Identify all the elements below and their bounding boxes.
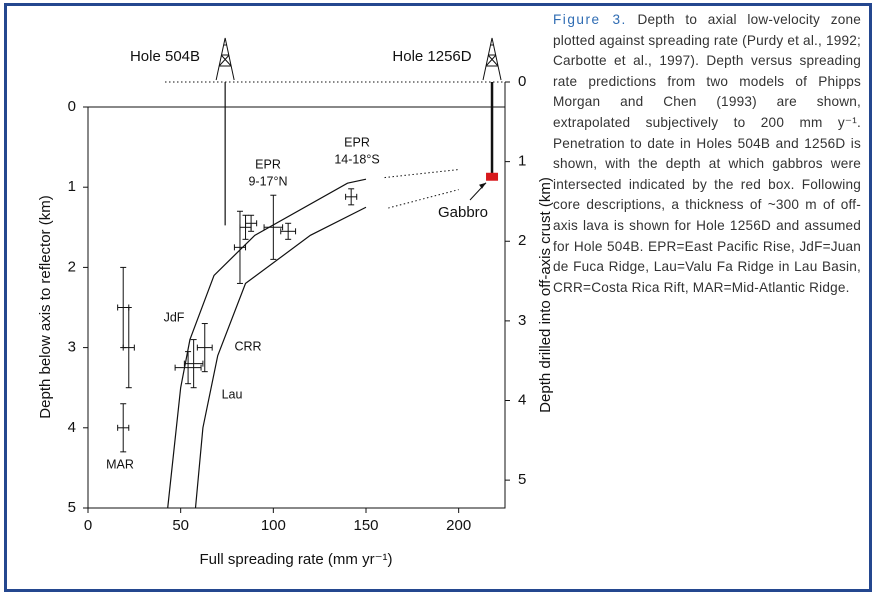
- annotation: 9-17°N: [248, 174, 287, 188]
- y2-tick-label: 1: [518, 153, 526, 170]
- data-point: [183, 339, 204, 389]
- data-point: [122, 307, 135, 389]
- y2-tick-label: 4: [518, 391, 526, 408]
- gabbro-label: Gabbro: [438, 204, 488, 221]
- data-point: [239, 214, 252, 240]
- model-curve: [167, 178, 367, 509]
- y-tick-label: 4: [68, 419, 76, 436]
- y2-tick-label: 3: [518, 312, 526, 329]
- extrapolation: [388, 189, 459, 209]
- caption: Figure 3. Depth to axial low-velocity zo…: [553, 10, 861, 298]
- annotation: EPR: [255, 157, 281, 171]
- plot-frame: [87, 106, 506, 509]
- y-tick-label: 0: [68, 98, 76, 115]
- data-point: [263, 194, 284, 260]
- x-tick-label: 200: [446, 517, 471, 534]
- data-point: [245, 214, 258, 232]
- annotation: EPR: [344, 135, 370, 149]
- data-point: [174, 351, 202, 385]
- y-tick-label: 5: [68, 499, 76, 516]
- annotation: Lau: [222, 387, 243, 401]
- derrick-icon: [215, 37, 235, 81]
- x-axis-label: Full spreading rate (mm yr⁻¹): [200, 551, 393, 568]
- x-tick-label: 50: [172, 517, 189, 534]
- derrick-icon: [482, 37, 502, 81]
- gabbro-box: [486, 172, 499, 181]
- annotation: 14-18°S: [334, 152, 379, 166]
- figure-frame: [4, 3, 872, 592]
- hole-label: Hole 504B: [130, 48, 200, 65]
- data-point: [117, 403, 130, 453]
- hole-label: Hole 1256D: [392, 48, 471, 65]
- y-axis-label: Depth below axis to reflector (km): [37, 195, 54, 418]
- caption-text: Depth to axial low-velocity zone plotted…: [553, 12, 861, 295]
- y2-tick-label: 0: [518, 73, 526, 90]
- caption-label: Figure 3.: [553, 12, 627, 27]
- y-tick-label: 1: [68, 178, 76, 195]
- data-point: [233, 210, 247, 284]
- data-point: [345, 188, 358, 206]
- data-point: [196, 323, 213, 373]
- y2-tick-label: 2: [518, 232, 526, 249]
- extrapolation: [384, 169, 459, 179]
- annotation: JdF: [164, 310, 185, 324]
- annotation: MAR: [106, 457, 134, 471]
- gabbro-arrowhead: [479, 182, 487, 189]
- x-tick-label: 0: [84, 517, 92, 534]
- annotation: CRR: [234, 339, 261, 353]
- y2-tick-label: 5: [518, 471, 526, 488]
- x-tick-label: 100: [261, 517, 286, 534]
- data-point: [280, 222, 297, 240]
- model-curve: [194, 206, 367, 509]
- y-tick-label: 3: [68, 339, 76, 356]
- x-tick-label: 150: [353, 517, 378, 534]
- y-tick-label: 2: [68, 258, 76, 275]
- y2-axis-label: Depth drilled into off-axis crust (km): [537, 177, 554, 413]
